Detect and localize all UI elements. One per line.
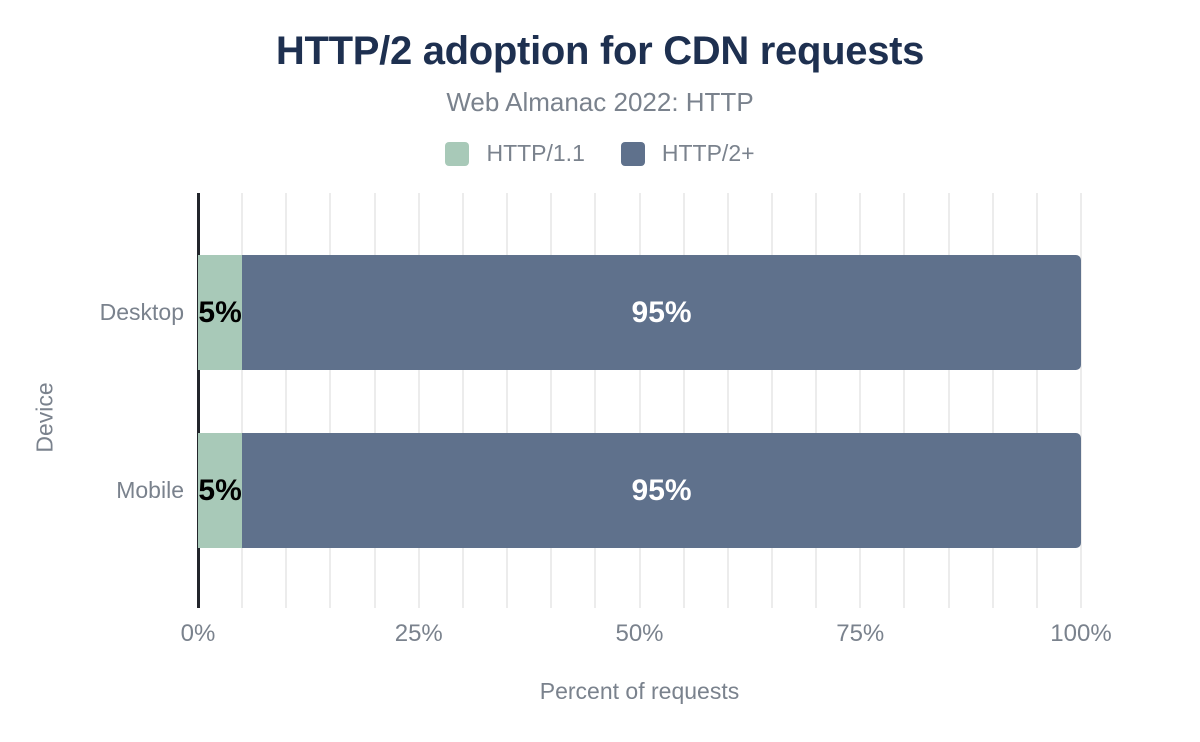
gridline-50 bbox=[638, 193, 641, 608]
plot-area: 5% 95% Desktop 5% 95% Mobile 0% 25% 50% 75% 100% bbox=[100, 193, 1112, 647]
gridline-30 bbox=[461, 193, 464, 608]
bar-row-desktop: 5% 95% bbox=[198, 255, 1081, 370]
gridline-35 bbox=[506, 193, 509, 608]
gridline-5 bbox=[241, 193, 244, 608]
bar-value-label-desktop: 95% bbox=[631, 295, 692, 329]
x-tick-0: 0% bbox=[180, 620, 216, 647]
gridline-45 bbox=[594, 193, 597, 608]
category-label-desktop: Desktop bbox=[99, 299, 184, 325]
chart-subtitle: Web Almanac 2022: HTTP bbox=[446, 87, 754, 117]
x-axis-title: Percent of requests bbox=[539, 678, 740, 704]
gridline-40 bbox=[550, 193, 553, 608]
category-label-mobile: Mobile bbox=[116, 477, 184, 503]
legend-label-http11: HTTP/1.1 bbox=[486, 140, 585, 166]
x-tick-50: 50% bbox=[615, 620, 664, 647]
legend-label-http2plus: HTTP/2+ bbox=[661, 140, 755, 166]
legend-swatch-http11 bbox=[445, 141, 470, 166]
gridline-75 bbox=[859, 193, 862, 608]
gridline-90 bbox=[991, 193, 994, 608]
gridline-60 bbox=[726, 193, 729, 608]
x-tick-25: 25% bbox=[394, 620, 443, 647]
bar-segment-mobile-http2[interactable]: 95% bbox=[242, 433, 1081, 548]
gridline-85 bbox=[947, 193, 950, 608]
y-axis-title: Device bbox=[31, 382, 58, 453]
gridline-70 bbox=[815, 193, 818, 608]
gridline-100 bbox=[1080, 193, 1082, 608]
bar-row-mobile: 5% 95% bbox=[198, 433, 1081, 548]
bar-value-label-mobile: 5% bbox=[198, 473, 242, 507]
legend: HTTP/1.1 HTTP/2+ bbox=[0, 140, 1200, 167]
y-axis-line bbox=[197, 193, 200, 608]
gridline-65 bbox=[770, 193, 773, 608]
x-tick-100: 100% bbox=[1050, 620, 1112, 647]
gridline-25 bbox=[417, 193, 420, 608]
legend-item-http2plus[interactable]: HTTP/2+ bbox=[620, 140, 755, 167]
gridline-95 bbox=[1035, 193, 1038, 608]
legend-swatch-http2plus bbox=[620, 141, 645, 166]
bar-value-label-desktop: 5% bbox=[198, 295, 242, 329]
chart-title: HTTP/2 adoption for CDN requests bbox=[275, 29, 925, 73]
gridline-80 bbox=[903, 193, 906, 608]
gridline-15 bbox=[329, 193, 332, 608]
bar-value-label-mobile: 95% bbox=[631, 473, 692, 507]
gridline-10 bbox=[285, 193, 288, 608]
gridline-55 bbox=[682, 193, 685, 608]
bar-segment-desktop-http11[interactable]: 5% bbox=[198, 255, 243, 370]
bar-segment-mobile-http11[interactable]: 5% bbox=[198, 433, 243, 548]
legend-item-http11[interactable]: HTTP/1.1 bbox=[445, 140, 585, 167]
bar-segment-desktop-http2[interactable]: 95% bbox=[242, 255, 1081, 370]
gridline-20 bbox=[373, 193, 376, 608]
x-tick-75: 75% bbox=[836, 620, 885, 647]
